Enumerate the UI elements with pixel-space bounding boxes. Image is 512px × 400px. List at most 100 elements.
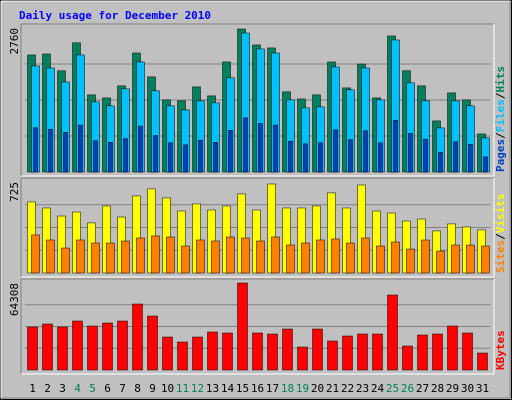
legend-separator: /: [494, 233, 507, 240]
bar: [271, 236, 280, 274]
bar: [421, 239, 430, 274]
legend: KBytes: [494, 330, 507, 370]
bar: [177, 341, 188, 371]
x-tick-label: 1: [29, 382, 36, 395]
x-tick-label: 31: [476, 382, 489, 395]
bar: [222, 332, 233, 371]
chart-title: Daily usage for December 2010: [19, 9, 211, 22]
bar: [241, 237, 250, 274]
bar: [162, 336, 173, 371]
bar: [372, 333, 383, 371]
bar: [436, 250, 445, 274]
x-tick-label: 19: [296, 382, 309, 395]
y-tick-label: 2760: [8, 28, 21, 55]
bar: [481, 245, 490, 274]
bar: [297, 346, 308, 371]
bar: [417, 334, 428, 371]
bar: [393, 120, 398, 173]
x-tick-label: 2: [44, 382, 51, 395]
bar: [138, 125, 143, 173]
bar: [213, 142, 218, 173]
bar: [192, 336, 203, 371]
legend: Sites/Visits: [494, 194, 507, 274]
bar: [198, 139, 203, 173]
bar: [273, 124, 278, 173]
bar: [408, 133, 413, 173]
bar: [151, 235, 160, 274]
bar: [123, 138, 128, 173]
bar: [61, 247, 70, 274]
bar: [147, 315, 158, 371]
x-tick-label: 13: [206, 382, 219, 395]
bar: [168, 142, 173, 173]
legend-entry: Visits: [494, 194, 507, 234]
bar: [117, 320, 128, 371]
bar: [402, 345, 413, 371]
bar: [447, 325, 458, 371]
y-tick-label: 64308: [8, 283, 21, 316]
bar: [327, 340, 338, 371]
bar: [282, 328, 293, 371]
x-tick-label: 25: [386, 382, 399, 395]
x-tick-label: 21: [326, 382, 339, 395]
bar: [42, 323, 53, 371]
bar: [303, 143, 308, 173]
bar: [342, 335, 353, 371]
legend-entry: Sites: [494, 240, 507, 273]
bar: [357, 333, 368, 371]
bar: [468, 144, 473, 173]
x-tick-label: 16: [251, 382, 264, 395]
bar: [93, 140, 98, 173]
x-tick-label: 3: [59, 382, 66, 395]
bar: [91, 242, 100, 274]
x-tick-label: 20: [311, 382, 324, 395]
bar: [363, 130, 368, 173]
bar: [63, 132, 68, 173]
bar: [451, 244, 460, 274]
x-tick-label: 26: [401, 382, 414, 395]
x-tick-label: 22: [341, 382, 354, 395]
bar: [406, 248, 415, 274]
bar: [252, 332, 263, 371]
x-tick-label: 10: [161, 382, 174, 395]
legend-entry: Files: [494, 99, 507, 132]
legend-separator: /: [494, 92, 507, 99]
bar: [207, 331, 218, 371]
x-tick-label: 9: [149, 382, 156, 395]
bar: [318, 142, 323, 173]
bar: [31, 234, 40, 274]
x-tick-label: 29: [446, 382, 459, 395]
bar: [466, 244, 475, 274]
bar: [256, 240, 265, 274]
bar: [243, 117, 248, 173]
bar: [387, 294, 398, 371]
bar: [453, 141, 458, 173]
bar: [462, 332, 473, 371]
bar: [348, 139, 353, 173]
bar: [166, 236, 175, 274]
y-tick-label: 725: [8, 182, 21, 202]
bar: [286, 244, 295, 274]
x-tick-label: 18: [281, 382, 294, 395]
x-tick-label: 7: [119, 382, 126, 395]
x-tick-label: 5: [89, 382, 96, 395]
bar: [106, 242, 115, 274]
bar: [87, 325, 98, 371]
x-tick-label: 11: [176, 382, 189, 395]
x-tick-label: 15: [236, 382, 249, 395]
x-tick-label: 6: [104, 382, 111, 395]
x-tick-label: 23: [356, 382, 369, 395]
bar: [48, 128, 53, 173]
x-tick-label: 8: [134, 382, 141, 395]
legend-entry: Hits: [494, 66, 507, 93]
legend-entry: Pages: [494, 139, 507, 172]
bar: [196, 239, 205, 274]
bar: [237, 282, 248, 371]
bar: [153, 135, 158, 173]
bar: [226, 236, 235, 274]
legend: Pages/Files/Hits: [494, 66, 507, 172]
x-tick-label: 28: [431, 382, 444, 395]
bar: [378, 142, 383, 173]
bar: [301, 242, 310, 274]
